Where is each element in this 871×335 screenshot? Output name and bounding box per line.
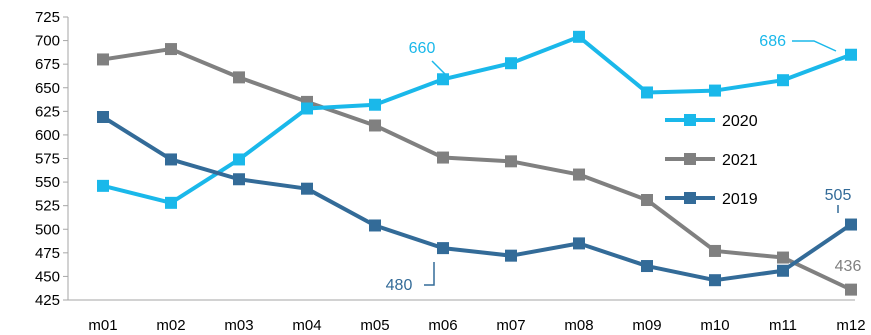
- annotation-leader: [424, 262, 435, 286]
- data-label-2019: 505: [825, 187, 852, 204]
- data-point-2020: [505, 57, 517, 70]
- data-label-2021: 436: [835, 258, 862, 275]
- data-point-2020: [369, 98, 381, 111]
- data-point-2021: [233, 71, 245, 84]
- data-point-2019: [233, 173, 245, 186]
- legend-label: 2019: [722, 191, 758, 208]
- annotations: 660 686 480 505 436: [386, 33, 862, 294]
- data-point-2020: [573, 30, 585, 43]
- series-2019: [97, 110, 857, 287]
- data-point-2019: [709, 274, 721, 287]
- data-label-2019: 480: [386, 277, 413, 294]
- data-point-2021: [437, 151, 449, 164]
- data-point-2021: [165, 43, 177, 56]
- y-tick-label: 600: [35, 127, 60, 144]
- x-tick-label: m06: [428, 317, 457, 334]
- y-tick-label: 575: [35, 151, 60, 168]
- y-tick-label: 550: [35, 174, 60, 191]
- legend-item-2019: 2019: [665, 191, 758, 208]
- y-tick-label: 475: [35, 245, 60, 262]
- series-2020: [97, 30, 857, 209]
- legend-marker: [684, 192, 696, 204]
- data-label-2020: 660: [409, 40, 436, 57]
- y-tick-label: 625: [35, 103, 60, 120]
- data-point-2019: [369, 219, 381, 232]
- data-point-2019: [845, 218, 857, 231]
- y-tick-label: 450: [35, 268, 60, 285]
- x-tick-label: m02: [156, 317, 185, 334]
- data-point-2020: [301, 102, 313, 115]
- legend-item-2020: 2020: [665, 113, 758, 130]
- data-point-2021: [641, 194, 653, 207]
- y-tick-label: 650: [35, 80, 60, 97]
- data-point-2020: [437, 73, 449, 86]
- y-tick-label: 525: [35, 198, 60, 215]
- x-tick-label: m08: [564, 317, 593, 334]
- data-label-2020: 686: [759, 33, 786, 50]
- series-layer: [97, 30, 857, 296]
- data-point-2020: [97, 179, 109, 192]
- x-tick-label: m11: [769, 317, 797, 334]
- series-line-2019: [101, 115, 853, 283]
- y-tick-label: 675: [35, 56, 60, 73]
- data-point-2019: [505, 249, 517, 262]
- data-point-2020: [845, 48, 857, 61]
- data-point-2019: [437, 242, 449, 255]
- y-axis: 725 700 675 650 625 600 575 550 525 500 475 450 425: [35, 9, 69, 309]
- x-tick-label: m03: [224, 317, 253, 334]
- series-2021: [97, 43, 857, 296]
- data-point-2020: [233, 153, 245, 166]
- x-tick-label: m09: [632, 317, 661, 334]
- data-point-2021: [505, 155, 517, 168]
- data-point-2019: [641, 260, 653, 273]
- x-tick-label: m07: [496, 317, 525, 334]
- legend: 2020 2021 2019: [665, 113, 758, 208]
- x-axis: m01 m02 m03 m04 m05 m06 m07 m08 m09 m10 m11 m12: [68, 299, 866, 334]
- x-tick-label: m10: [700, 317, 729, 334]
- data-point-2019: [301, 182, 313, 195]
- legend-marker: [684, 114, 696, 126]
- x-tick-label: m04: [292, 317, 321, 334]
- data-point-2020: [165, 196, 177, 209]
- x-tick-label: m12: [836, 317, 865, 334]
- y-tick-label: 425: [35, 292, 60, 309]
- data-point-2021: [97, 53, 109, 66]
- data-point-2020: [641, 86, 653, 99]
- x-tick-label: m01: [88, 317, 117, 334]
- y-tick-label: 700: [35, 33, 60, 50]
- data-point-2021: [777, 251, 789, 264]
- legend-marker: [684, 153, 696, 165]
- data-point-2021: [573, 168, 585, 181]
- data-point-2020: [777, 74, 789, 87]
- data-point-2019: [165, 153, 177, 166]
- data-point-2020: [709, 84, 721, 97]
- series-line-2021: [102, 47, 852, 292]
- legend-item-2021: 2021: [665, 152, 758, 169]
- legend-label: 2020: [722, 113, 758, 130]
- data-point-2019: [97, 110, 109, 123]
- data-point-2019: [777, 264, 789, 277]
- legend-label: 2021: [722, 152, 758, 169]
- x-tick-label: m05: [360, 317, 389, 334]
- series-line-2020: [102, 34, 852, 205]
- data-point-2021: [709, 244, 721, 257]
- annotation-leader: [792, 40, 837, 52]
- data-point-2021: [845, 283, 857, 296]
- data-point-2021: [369, 119, 381, 132]
- y-tick-label: 500: [35, 221, 60, 238]
- data-point-2019: [573, 237, 585, 250]
- y-tick-label: 725: [35, 9, 60, 26]
- annotation-leader: [431, 60, 449, 78]
